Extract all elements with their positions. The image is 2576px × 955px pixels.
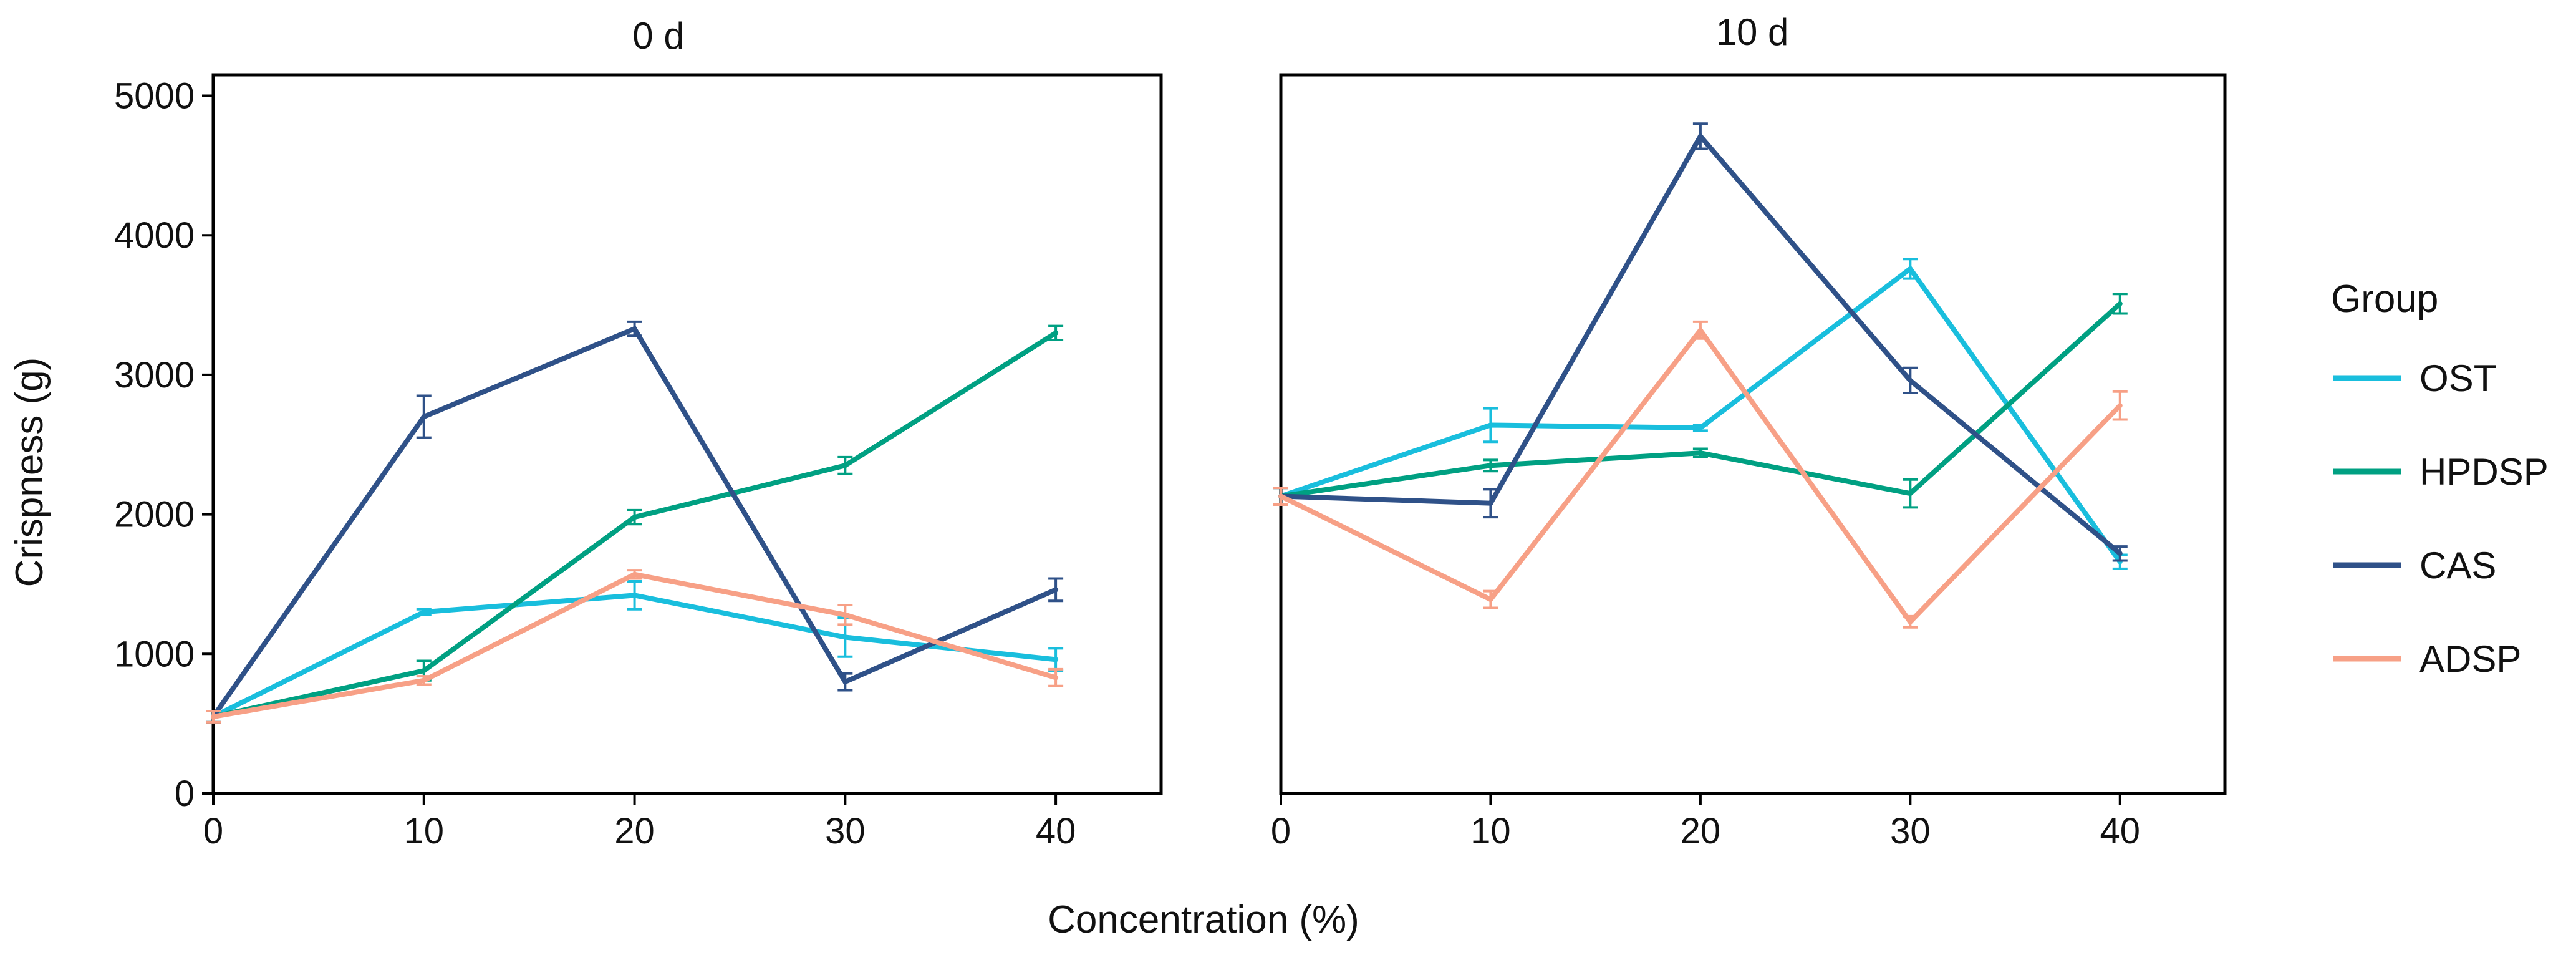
series-line-0-d-ost (212, 593, 1056, 719)
legend-label-hpdsp: HPDSP (2419, 451, 2549, 493)
point-10-d-hpdsp-20 (1697, 450, 1703, 456)
panel-10-d: 10 d 0 10 20 30 40 (1271, 11, 2227, 851)
point-10-d-adsp-20 (1697, 327, 1703, 333)
point-0-d-ost-10 (421, 609, 427, 615)
point-0-d-cas-20 (632, 326, 637, 332)
y-tick-label-4000: 4000 (114, 215, 195, 256)
point-0-d-adsp-30 (842, 612, 848, 618)
x-tick-label-10-d-40: 40 (2100, 811, 2141, 851)
x-tick-label-10-d-20: 20 (1681, 811, 1721, 851)
point-0-d-cas-10 (421, 414, 427, 420)
legend-title: Group (2331, 278, 2438, 321)
point-10-d-ost-30 (1908, 266, 1913, 271)
point-10-d-adsp-40 (2117, 403, 2123, 409)
series-10-d-adsp (1273, 320, 2128, 629)
point-10-d-cas-10 (1488, 500, 1493, 506)
x-tick-label-0-d-20: 20 (614, 811, 655, 851)
panel-title-10-d: 10 d (1716, 11, 1789, 53)
point-0-d-adsp-10 (421, 677, 427, 683)
point-0-d-hpdsp-10 (421, 668, 427, 674)
x-axis-title: Concentration (%) (1048, 898, 1359, 941)
x-tick-label-0-d-0: 0 (203, 811, 223, 851)
panel-title-0-d: 0 d (632, 15, 684, 57)
y-tick-label-3000: 3000 (114, 355, 195, 395)
legend: Group OST HPDSP CAS ADSP (2331, 278, 2549, 680)
point-0-d-adsp-0 (211, 714, 216, 719)
series-line-10-d-cas (1280, 132, 2122, 556)
legend-label-ost: OST (2419, 357, 2496, 399)
x-tick-label-0-d-10: 10 (404, 811, 445, 851)
point-0-d-hpdsp-20 (632, 515, 637, 520)
plot-frame-10-d (1279, 73, 2227, 795)
point-0-d-hpdsp-30 (842, 463, 848, 468)
point-10-d-adsp-30 (1908, 619, 1913, 624)
point-0-d-ost-30 (842, 634, 848, 640)
y-axis-title: Crispness (g) (8, 357, 51, 588)
series-0-d-hpdsp (206, 324, 1064, 724)
point-10-d-adsp-10 (1488, 597, 1493, 603)
point-0-d-cas-40 (1053, 587, 1059, 593)
series-0-d-adsp (206, 569, 1064, 724)
x-tick-label-10-d-10: 10 (1470, 811, 1511, 851)
x-tick-label-0-d-30: 30 (825, 811, 866, 851)
point-0-d-adsp-20 (632, 571, 637, 577)
point-0-d-ost-20 (632, 593, 637, 598)
legend-entry-adsp: ADSP (2333, 638, 2521, 680)
point-10-d-hpdsp-10 (1488, 463, 1493, 468)
series-0-d-ost (206, 579, 1064, 724)
plot-frame-0-d (211, 73, 1163, 795)
point-10-d-hpdsp-40 (2117, 301, 2123, 306)
point-10-d-ost-10 (1488, 422, 1493, 428)
legend-entry-hpdsp: HPDSP (2333, 451, 2549, 493)
point-10-d-cas-30 (1908, 377, 1913, 383)
point-10-d-cas-40 (2117, 551, 2123, 556)
y-tick-label-5000: 5000 (114, 76, 195, 117)
point-10-d-adsp-0 (1278, 493, 1283, 499)
y-tick-label-1000: 1000 (114, 634, 195, 674)
y-tick-label-0: 0 (175, 773, 195, 814)
x-tick-label-0-d-40: 40 (1036, 811, 1076, 851)
point-0-d-adsp-40 (1053, 675, 1059, 681)
point-0-d-hpdsp-40 (1053, 330, 1059, 336)
legend-entry-cas: CAS (2333, 545, 2496, 586)
series-10-d-cas (1273, 122, 2128, 562)
panel-0-d: 0 d 0 10 20 30 40 0 1000 2000 3000 4000 5000 (114, 15, 1163, 851)
legend-label-adsp: ADSP (2419, 638, 2521, 680)
point-0-d-cas-30 (842, 679, 848, 685)
legend-entry-ost: OST (2333, 357, 2496, 399)
x-tick-label-10-d-30: 30 (1890, 811, 1931, 851)
x-tick-label-10-d-0: 0 (1271, 811, 1291, 851)
y-tick-label-2000: 2000 (114, 495, 195, 535)
point-10-d-cas-20 (1697, 133, 1703, 139)
legend-label-cas: CAS (2419, 545, 2496, 586)
series-10-d-hpdsp (1273, 293, 2128, 509)
point-0-d-ost-40 (1053, 657, 1059, 662)
point-10-d-hpdsp-30 (1908, 491, 1913, 497)
point-10-d-ost-20 (1697, 425, 1703, 430)
